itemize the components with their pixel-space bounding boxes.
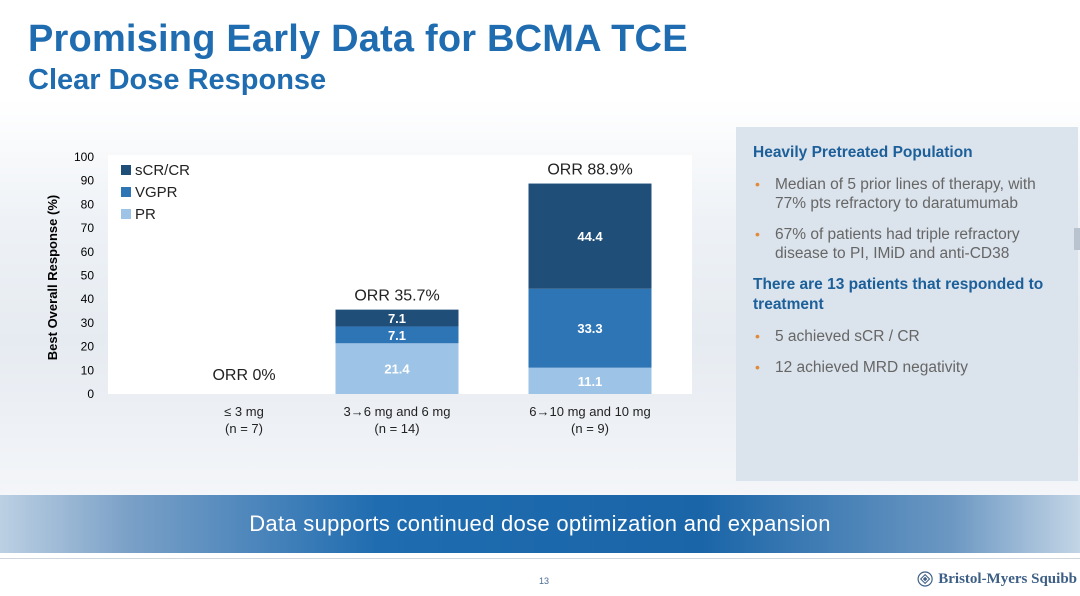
- orr-label-0: ORR 0%: [212, 367, 275, 384]
- orr-label-1: ORR 35.7%: [354, 287, 439, 304]
- legend-swatch-vgpr: [121, 187, 131, 197]
- y-tick-label-90: 90: [81, 174, 95, 188]
- y-tick-label-70: 70: [81, 221, 95, 235]
- response-chart: 0 10 20 30 40 50 60 70 80 90 100 Best Overall Respo…: [45, 150, 652, 436]
- y-tick-label-30: 30: [81, 316, 95, 330]
- category-n-label-1: (n = 14): [374, 421, 419, 436]
- data-label-pr-2: 11.1: [578, 374, 603, 389]
- legend-swatch-scr-cr: [121, 165, 131, 175]
- conclusion-banner: Data supports continued dose optimizatio…: [0, 495, 1080, 553]
- data-label-scr-cr-1: 7.1: [388, 311, 406, 326]
- y-tick-label-0: 0: [87, 387, 94, 401]
- panel-heading-responders: There are 13 patients that responded to …: [753, 276, 1044, 313]
- bar-vgpr-1: [335, 326, 459, 344]
- responders-bullet-list: • 5 achieved sCR / CR • 12 achieved MRD …: [753, 327, 1060, 377]
- company-name: Bristol-Myers Squibb: [938, 570, 1077, 587]
- data-label-vgpr-2: 33.3: [577, 321, 602, 336]
- orr-label-2: ORR 88.9%: [547, 161, 632, 178]
- company-logo: Bristol-Myers Squibb: [917, 567, 1077, 591]
- y-tick-label-10: 10: [81, 363, 95, 377]
- y-tick-label-60: 60: [81, 245, 95, 259]
- panel-heading-population: Heavily Pretreated Population: [753, 144, 973, 161]
- bullet-icon: •: [755, 359, 760, 375]
- slide-title: Promising Early Data for BCMA TCE: [28, 18, 688, 60]
- data-label-pr-1: 21.4: [384, 362, 410, 377]
- y-tick-label-40: 40: [81, 292, 95, 306]
- y-tick-label-20: 20: [81, 340, 95, 354]
- conclusion-text: Data supports continued dose optimizatio…: [249, 511, 831, 536]
- population-panel: Heavily Pretreated Population • Median o…: [736, 127, 1078, 481]
- bar-vgpr-2: [528, 288, 652, 368]
- bullet-icon: •: [755, 176, 760, 192]
- bar-pr-1: [335, 343, 459, 394]
- legend-label-vgpr: VGPR: [135, 184, 178, 201]
- bullet-icon: •: [755, 226, 760, 242]
- bullet-prior-lines: • Median of 5 prior lines of therapy, wi…: [755, 176, 1036, 212]
- legend-label-pr: PR: [135, 206, 156, 223]
- bullet-mrd-negativity: • 12 achieved MRD negativity: [755, 359, 968, 376]
- data-label-scr-cr-2: 44.4: [577, 229, 603, 244]
- y-tick-label-100: 100: [74, 150, 94, 164]
- population-bullet-list: • Median of 5 prior lines of therapy, wi…: [753, 175, 1060, 263]
- footer-divider: [0, 558, 1080, 559]
- bullet-triple-refractory: • 67% of patients had triple refractory …: [755, 226, 1020, 262]
- bar-scr-cr-1: [335, 309, 459, 327]
- y-tick-label-80: 80: [81, 197, 95, 211]
- bar-scr-cr-2: [528, 183, 652, 289]
- category-label-2: 6→10 mg and 10 mg: [529, 404, 650, 419]
- bullet-icon: •: [755, 328, 760, 344]
- slide-subtitle: Clear Dose Response: [28, 64, 327, 96]
- bar-pr-2: [528, 367, 652, 394]
- category-n-label-2: (n = 9): [571, 421, 609, 436]
- page-number: 13: [538, 576, 549, 586]
- data-label-vgpr-1: 7.1: [388, 328, 406, 343]
- category-label-0: ≤ 3 mg: [224, 404, 264, 419]
- legend-swatch-pr: [121, 209, 131, 219]
- legend-label-scr-cr: sCR/CR: [135, 162, 190, 179]
- panel-edge-tab: [1074, 228, 1080, 250]
- bullet-scr-cr: • 5 achieved sCR / CR: [755, 328, 920, 345]
- y-axis-title: Best Overall Response (%): [45, 195, 60, 360]
- category-label-1: 3→6 mg and 6 mg: [344, 404, 451, 419]
- category-n-label-0: (n = 7): [225, 421, 263, 436]
- y-tick-label-50: 50: [81, 269, 95, 283]
- bms-logo-icon: [917, 571, 933, 587]
